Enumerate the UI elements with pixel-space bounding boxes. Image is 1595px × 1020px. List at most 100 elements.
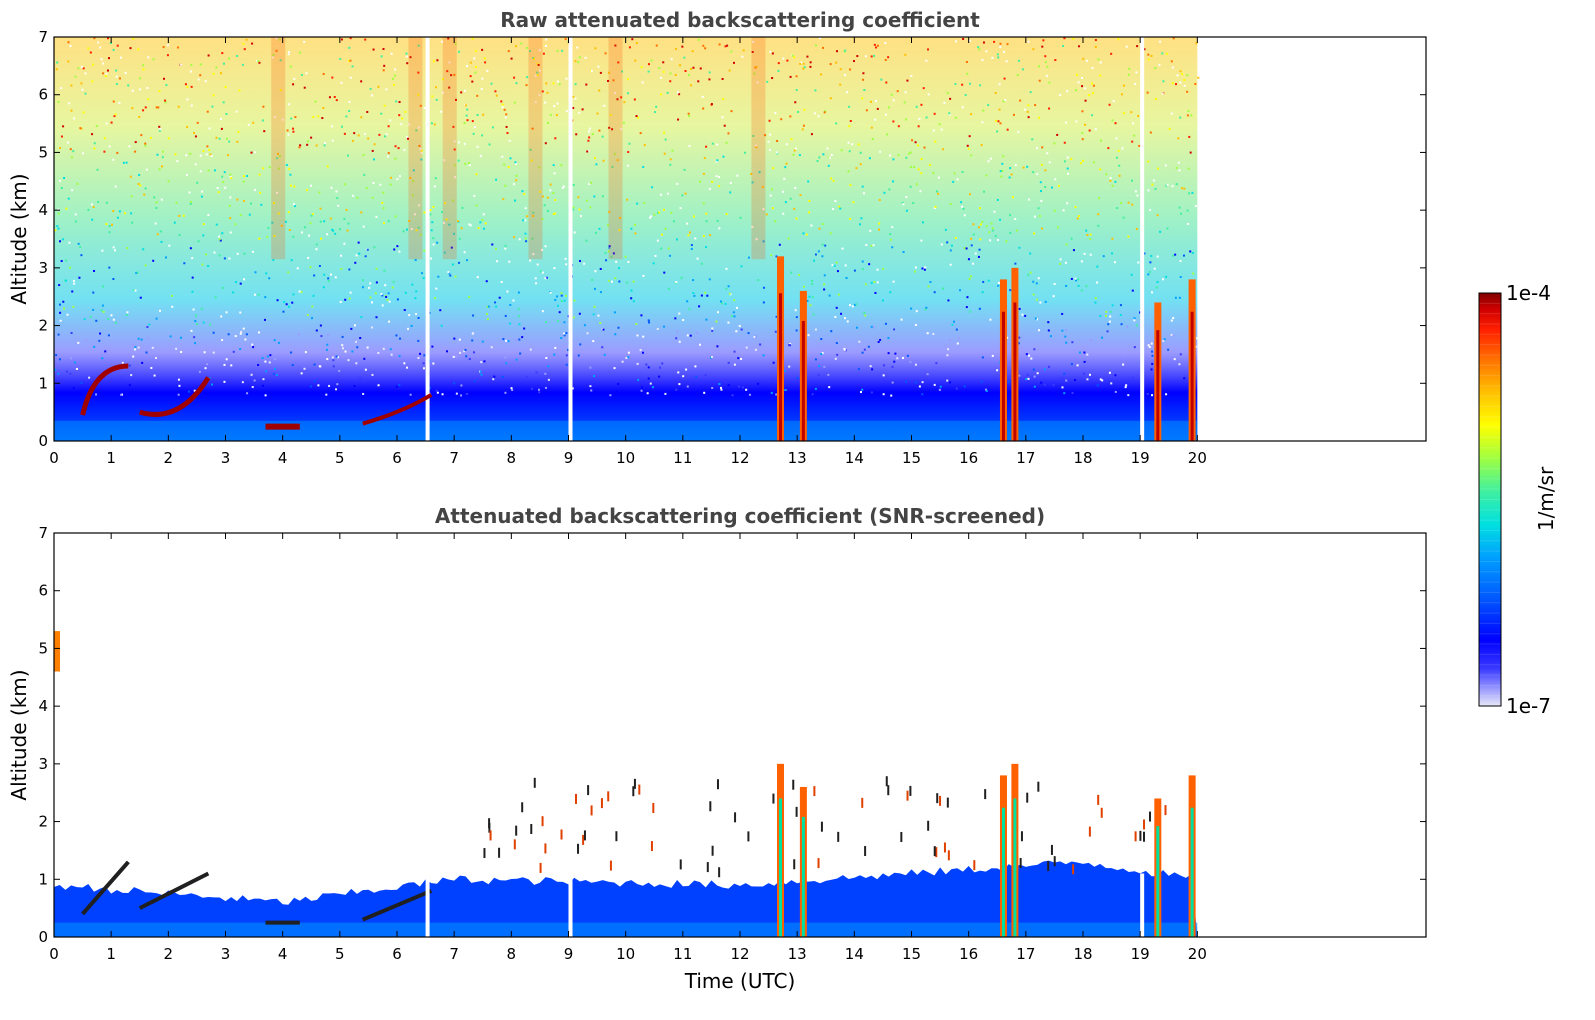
speckle	[720, 388, 723, 391]
speckle	[1164, 164, 1167, 167]
speckle	[388, 300, 391, 303]
speckle	[861, 97, 864, 100]
speckle	[800, 61, 803, 64]
speckle	[230, 177, 233, 180]
bottom-heatmap	[54, 631, 1198, 937]
speckle	[674, 317, 677, 320]
speckle	[437, 275, 440, 278]
speckle	[910, 307, 913, 310]
speckle	[440, 324, 443, 327]
speckle	[260, 203, 263, 206]
speckle	[782, 212, 785, 215]
speckle	[385, 133, 388, 136]
speckle	[802, 67, 805, 70]
speckle	[835, 61, 838, 64]
speckle	[705, 318, 708, 321]
speckle	[770, 377, 773, 380]
speckle	[239, 311, 242, 314]
speckle	[650, 215, 653, 218]
speckle	[914, 141, 917, 144]
speckle	[867, 345, 870, 348]
speckle	[510, 57, 513, 60]
speckle	[329, 217, 332, 220]
speckle	[751, 225, 754, 228]
speckle	[820, 73, 823, 76]
speckle	[554, 212, 557, 215]
speckle	[278, 38, 281, 41]
speckle	[532, 211, 535, 214]
speckle	[538, 388, 541, 391]
speckle	[775, 337, 778, 340]
speckle	[211, 105, 214, 108]
speckle	[188, 390, 191, 393]
speckle	[704, 246, 707, 249]
speckle	[783, 177, 786, 180]
speckle	[847, 141, 850, 144]
speckle	[433, 123, 436, 126]
speckle	[179, 336, 182, 339]
speckle	[105, 223, 108, 226]
speckle	[408, 123, 411, 126]
speckle	[685, 222, 688, 225]
speckle	[432, 243, 435, 246]
speckle	[636, 202, 639, 205]
speckle	[1007, 381, 1010, 384]
speckle	[719, 386, 722, 389]
speckle	[594, 47, 597, 50]
speckle	[741, 55, 744, 58]
speckle	[287, 53, 290, 56]
top-heatmap	[54, 37, 1200, 441]
speckle	[870, 244, 873, 247]
speckle	[60, 135, 63, 138]
speckle	[271, 56, 274, 59]
speckle	[869, 229, 872, 232]
speckle	[448, 272, 451, 275]
speckle	[420, 158, 423, 161]
speckle	[515, 82, 518, 85]
speckle	[741, 351, 744, 354]
speckle	[704, 47, 707, 50]
speckle	[699, 67, 702, 70]
speckle	[206, 110, 209, 113]
cloud-fragment	[861, 797, 864, 808]
speckle	[161, 156, 164, 159]
speckle	[129, 175, 132, 178]
speckle	[1180, 212, 1183, 215]
speckle	[1114, 122, 1117, 125]
speckle	[114, 321, 117, 324]
speckle	[325, 348, 328, 351]
speckle	[393, 248, 396, 251]
speckle	[732, 61, 735, 64]
speckle	[1131, 179, 1134, 182]
speckle	[1053, 209, 1056, 212]
speckle	[103, 137, 106, 140]
speckle	[483, 57, 486, 60]
speckle	[220, 315, 223, 318]
speckle	[100, 58, 103, 61]
speckle	[63, 307, 66, 310]
speckle	[834, 315, 837, 318]
speckle	[572, 208, 575, 211]
speckle	[590, 69, 593, 72]
speckle	[669, 80, 672, 83]
speckle	[662, 325, 665, 328]
speckle	[1179, 116, 1182, 119]
speckle	[979, 84, 982, 87]
speckle	[390, 353, 393, 356]
speckle	[1033, 215, 1036, 218]
speckle	[147, 98, 150, 101]
speckle	[507, 166, 510, 169]
speckle	[536, 73, 539, 76]
speckle	[678, 64, 681, 67]
speckle	[104, 74, 107, 77]
speckle	[1146, 91, 1149, 94]
data-gap	[568, 873, 573, 937]
speckle	[235, 281, 238, 284]
speckle	[395, 334, 398, 337]
speckle	[476, 94, 479, 97]
speckle	[102, 72, 105, 75]
speckle	[357, 241, 360, 244]
speckle	[1061, 376, 1064, 379]
cloud-fragment	[935, 847, 938, 858]
